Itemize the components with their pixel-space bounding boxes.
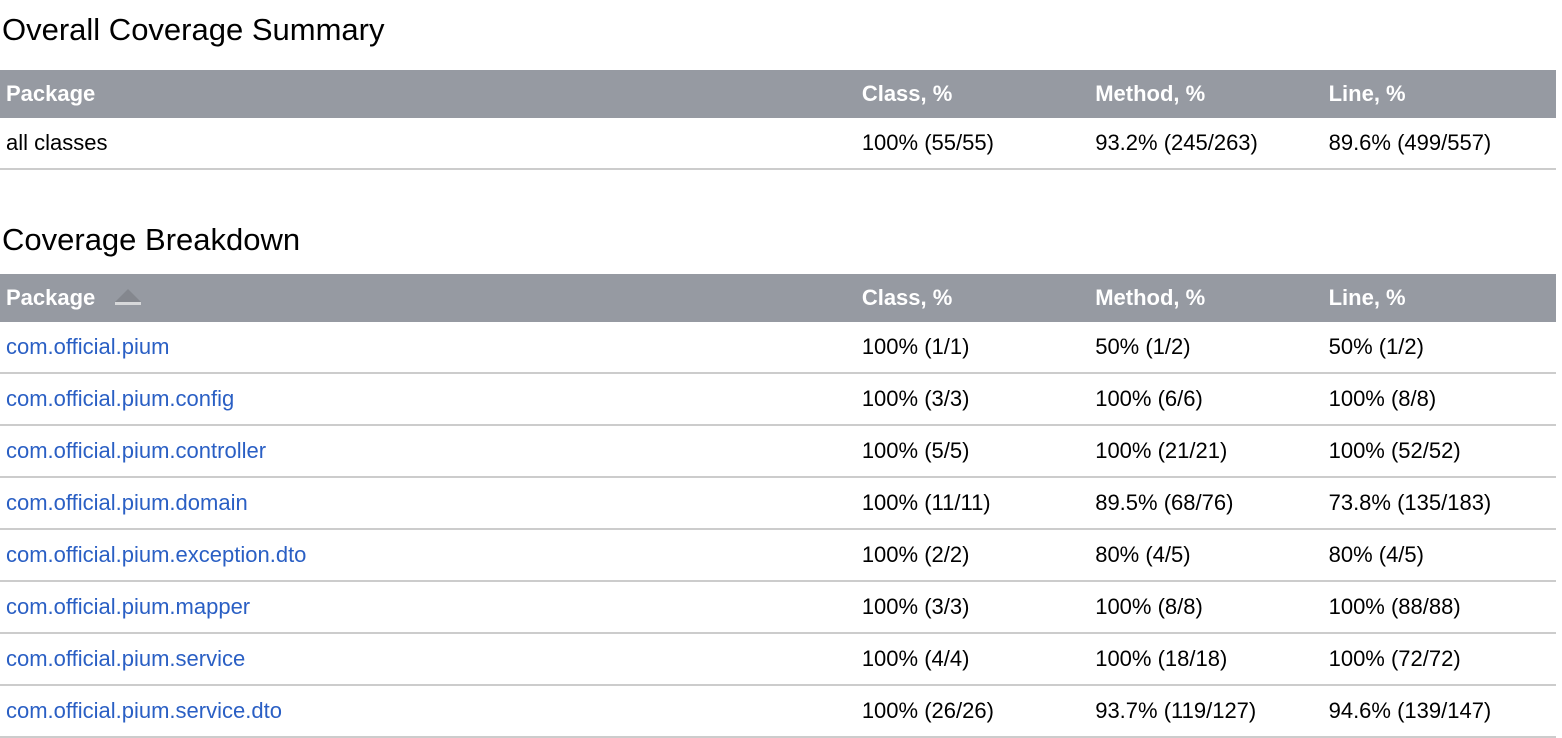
- summary-method-coverage-cell: 93.2% (245/263): [1089, 118, 1323, 170]
- method-coverage-cell: 89.5% (68/76): [1089, 477, 1323, 530]
- table-row: com.official.pium.config 100% (3/3) 100%…: [0, 373, 1556, 426]
- overall-summary-table: Package Class, % Method, % Line, % all c…: [0, 70, 1556, 170]
- overall-summary-heading: Overall Coverage Summary: [2, 12, 385, 47]
- summary-header-method: Method, %: [1089, 70, 1323, 118]
- method-coverage-cell: 100% (18/18): [1089, 633, 1323, 686]
- summary-header-package: Package: [0, 70, 856, 118]
- class-coverage-cell: 100% (5/5): [855, 425, 1090, 478]
- breakdown-header-package[interactable]: Package: [0, 274, 856, 322]
- package-cell: com.official.pium.domain: [0, 477, 856, 530]
- coverage-breakdown-heading: Coverage Breakdown: [2, 222, 301, 257]
- method-coverage-cell: 93.7% (119/127): [1089, 685, 1323, 738]
- method-coverage-cell: 100% (21/21): [1089, 425, 1323, 478]
- package-link[interactable]: com.official.pium.mapper: [6, 594, 251, 619]
- line-coverage-cell: 100% (52/52): [1322, 425, 1556, 478]
- class-coverage-cell: 100% (1/1): [855, 322, 1090, 374]
- class-coverage-cell: 100% (4/4): [855, 633, 1090, 686]
- line-coverage-cell: 80% (4/5): [1322, 529, 1556, 582]
- package-cell: com.official.pium.exception.dto: [0, 529, 856, 582]
- summary-header-line: Line, %: [1322, 70, 1556, 118]
- class-coverage-cell: 100% (11/11): [855, 477, 1090, 530]
- class-coverage-cell: 100% (3/3): [855, 373, 1090, 426]
- method-coverage-cell: 100% (6/6): [1089, 373, 1323, 426]
- class-coverage-cell: 100% (3/3): [855, 581, 1090, 634]
- summary-header-class: Class, %: [855, 70, 1090, 118]
- coverage-report-page: Overall Coverage Summary Package Class, …: [0, 12, 1562, 738]
- package-cell: com.official.pium.service.dto: [0, 685, 856, 738]
- package-link[interactable]: com.official.pium: [6, 334, 170, 359]
- table-row: com.official.pium.exception.dto 100% (2/…: [0, 529, 1556, 582]
- package-link[interactable]: com.official.pium.exception.dto: [6, 542, 307, 567]
- method-coverage-cell: 80% (4/5): [1089, 529, 1323, 582]
- summary-line-coverage-cell: 89.6% (499/557): [1322, 118, 1556, 170]
- breakdown-header-row: Package Class, % Method, % Line, %: [0, 274, 1556, 322]
- line-coverage-cell: 100% (88/88): [1322, 581, 1556, 634]
- package-cell: com.official.pium.service: [0, 633, 856, 686]
- package-link[interactable]: com.official.pium.controller: [6, 438, 267, 463]
- package-link[interactable]: com.official.pium.service: [6, 646, 246, 671]
- method-coverage-cell: 100% (8/8): [1089, 581, 1323, 634]
- line-coverage-cell: 94.6% (139/147): [1322, 685, 1556, 738]
- breakdown-header-line[interactable]: Line, %: [1322, 274, 1556, 322]
- table-row: com.official.pium.service.dto 100% (26/2…: [0, 685, 1556, 738]
- summary-package-cell: all classes: [0, 118, 856, 170]
- table-row: com.official.pium.service 100% (4/4) 100…: [0, 633, 1556, 686]
- line-coverage-cell: 73.8% (135/183): [1322, 477, 1556, 530]
- table-row: com.official.pium.controller 100% (5/5) …: [0, 425, 1556, 478]
- package-cell: com.official.pium: [0, 322, 856, 374]
- line-coverage-cell: 100% (72/72): [1322, 633, 1556, 686]
- line-coverage-cell: 100% (8/8): [1322, 373, 1556, 426]
- package-link[interactable]: com.official.pium.service.dto: [6, 698, 282, 723]
- class-coverage-cell: 100% (26/26): [855, 685, 1090, 738]
- package-cell: com.official.pium.controller: [0, 425, 856, 478]
- line-coverage-cell: 50% (1/2): [1322, 322, 1556, 374]
- package-link[interactable]: com.official.pium.config: [6, 386, 235, 411]
- table-row: all classes 100% (55/55) 93.2% (245/263)…: [0, 118, 1556, 170]
- class-coverage-cell: 100% (2/2): [855, 529, 1090, 582]
- sort-ascending-icon: [115, 289, 142, 305]
- package-cell: com.official.pium.config: [0, 373, 856, 426]
- summary-header-row: Package Class, % Method, % Line, %: [0, 70, 1556, 118]
- breakdown-header-package-label: Package: [6, 285, 96, 310]
- package-cell: com.official.pium.mapper: [0, 581, 856, 634]
- method-coverage-cell: 50% (1/2): [1089, 322, 1323, 374]
- summary-class-coverage-cell: 100% (55/55): [855, 118, 1090, 170]
- coverage-breakdown-table: Package Class, % Method, % Line, % com.o…: [0, 274, 1556, 738]
- breakdown-header-class[interactable]: Class, %: [855, 274, 1090, 322]
- package-link[interactable]: com.official.pium.domain: [6, 490, 248, 515]
- breakdown-header-method[interactable]: Method, %: [1089, 274, 1323, 322]
- table-row: com.official.pium.mapper 100% (3/3) 100%…: [0, 581, 1556, 634]
- table-row: com.official.pium 100% (1/1) 50% (1/2) 5…: [0, 322, 1556, 374]
- table-row: com.official.pium.domain 100% (11/11) 89…: [0, 477, 1556, 530]
